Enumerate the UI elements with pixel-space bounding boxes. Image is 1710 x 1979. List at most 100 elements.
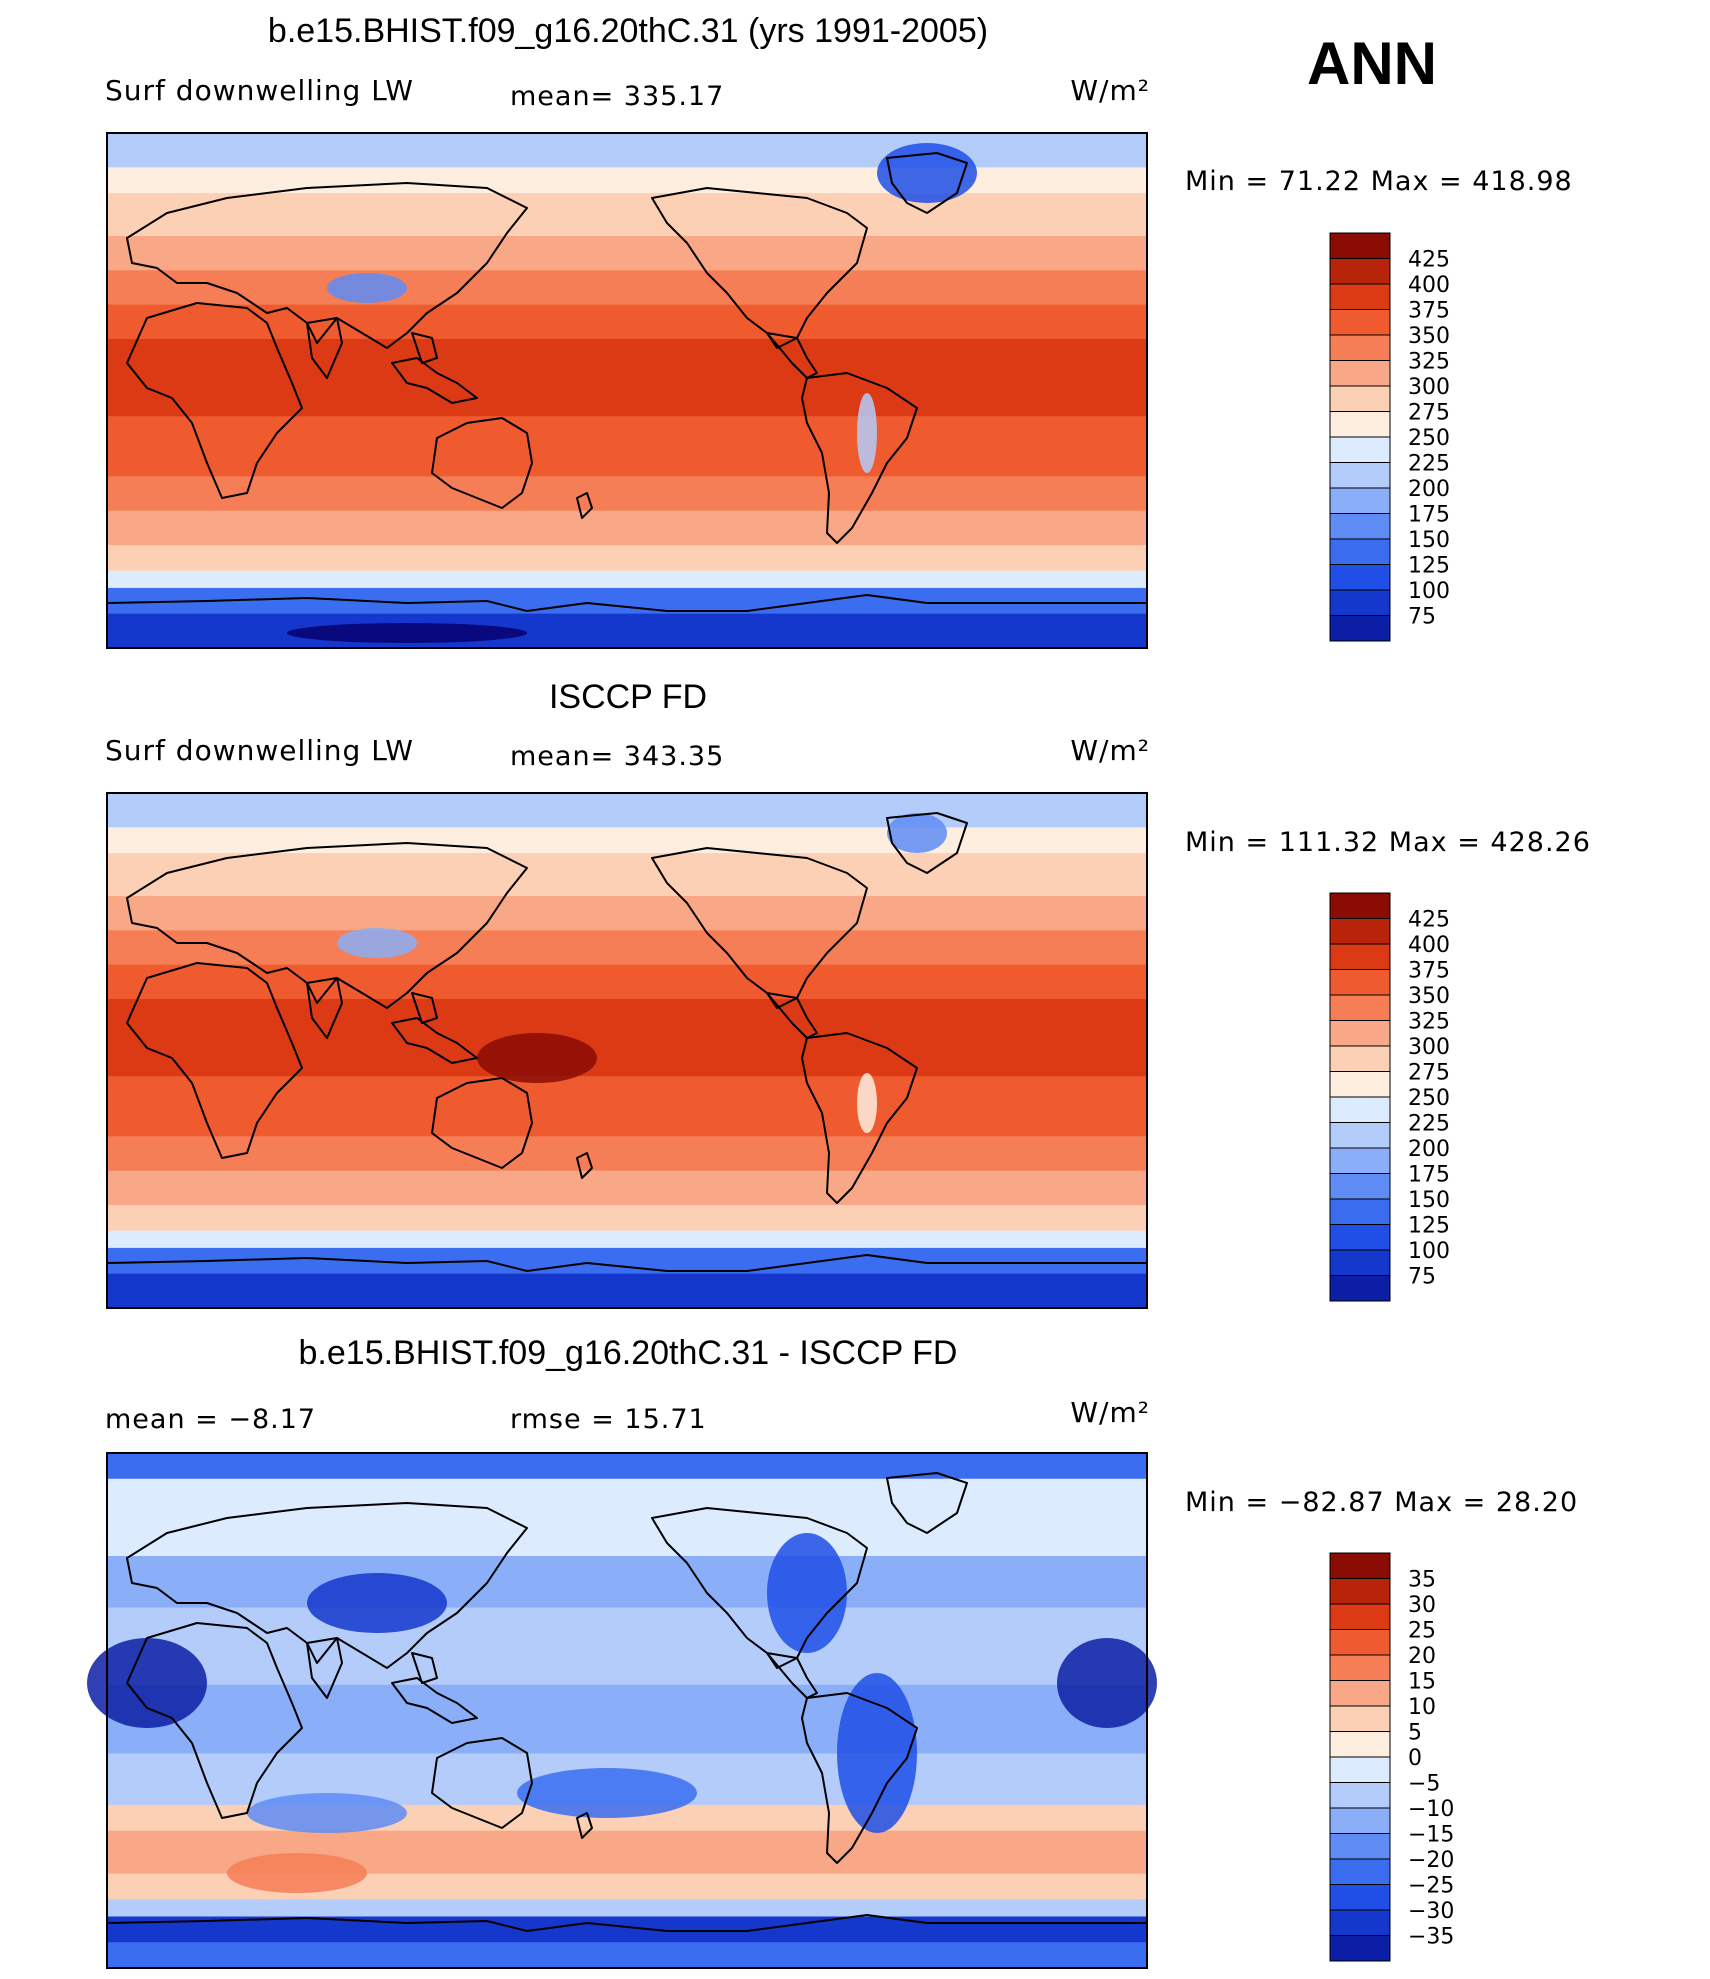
colorbar-swatch xyxy=(1329,232,1391,259)
colorbar-swatch xyxy=(1329,334,1391,361)
colorbar-tick-label: 30 xyxy=(1408,1593,1436,1618)
colorbar-tick-label: 175 xyxy=(1408,503,1450,528)
colorbar-tick-label: 5 xyxy=(1408,1721,1422,1746)
colorbar-obs: 4254003753503253002752502252001751501251… xyxy=(1329,892,1450,1302)
colorbar-swatch xyxy=(1329,1680,1391,1707)
panel-obs: ISCCP FD Surf downwelling LW mean= 343.3… xyxy=(105,678,1591,1309)
colorbar-tick-label: −30 xyxy=(1408,1899,1454,1924)
colorbar-tick-label: 375 xyxy=(1408,299,1450,324)
panel-diff: b.e15.BHIST.f09_g16.20thC.31 - ISCCP FD … xyxy=(87,1334,1578,1969)
panel-model: b.e15.BHIST.f09_g16.20thC.31 (yrs 1991-2… xyxy=(105,12,1573,649)
colorbar-swatch xyxy=(1329,538,1391,565)
colorbar-tick-label: 200 xyxy=(1408,477,1450,502)
colorbar-tick-label: 350 xyxy=(1408,984,1450,1009)
colorbar-swatch xyxy=(1329,283,1391,310)
colorbar-tick-label: 250 xyxy=(1408,1086,1450,1111)
colorbar-tick-label: 100 xyxy=(1408,579,1450,604)
colorbar-tick-label: 350 xyxy=(1408,324,1450,349)
colorbar-tick-label: 20 xyxy=(1408,1644,1436,1669)
colorbar-swatch xyxy=(1329,513,1391,540)
colorbar-tick-label: 150 xyxy=(1408,1188,1450,1213)
colorbar-swatch xyxy=(1329,462,1391,489)
colorbar-swatch xyxy=(1329,1782,1391,1809)
colorbar-tick-label: 25 xyxy=(1408,1619,1436,1644)
colorbar-swatch xyxy=(1329,1071,1391,1098)
variable-label: Surf downwelling LW xyxy=(105,734,414,767)
colorbar-swatch xyxy=(1329,1807,1391,1834)
colorbar-tick-label: 325 xyxy=(1408,350,1450,375)
colorbar-swatch xyxy=(1329,258,1391,285)
colorbar-tick-label: 300 xyxy=(1408,375,1450,400)
colorbar-tick-label: 125 xyxy=(1408,1214,1450,1239)
colorbar-tick-label: 175 xyxy=(1408,1163,1450,1188)
colorbar-swatch xyxy=(1329,892,1391,919)
colorbar-tick-label: 250 xyxy=(1408,426,1450,451)
colorbar-tick-label: 400 xyxy=(1408,273,1450,298)
colorbar-tick-label: 125 xyxy=(1408,554,1450,579)
colorbar-swatch xyxy=(1329,1629,1391,1656)
colorbar-swatch xyxy=(1329,918,1391,945)
colorbar-swatch xyxy=(1329,1578,1391,1605)
mean-label: mean = −8.17 xyxy=(105,1404,316,1435)
colorbar-swatch xyxy=(1329,1249,1391,1276)
colorbar-tick-label: −5 xyxy=(1408,1772,1440,1797)
map-diff xyxy=(87,1452,1157,1969)
units-label: W/m² xyxy=(1070,74,1150,107)
colorbar-swatch xyxy=(1329,1705,1391,1732)
colorbar-swatch xyxy=(1329,360,1391,387)
colorbar-swatch xyxy=(1329,1173,1391,1200)
minmax-label: Min = 71.22 Max = 418.98 xyxy=(1185,166,1573,197)
colorbar-swatch xyxy=(1329,1833,1391,1860)
colorbar-tick-label: 100 xyxy=(1408,1239,1450,1264)
colorbar-tick-label: −35 xyxy=(1408,1925,1454,1950)
minmax-label: Min = 111.32 Max = 428.26 xyxy=(1185,827,1591,858)
colorbar-swatch xyxy=(1329,1198,1391,1225)
colorbar-tick-label: 275 xyxy=(1408,1061,1450,1086)
variable-label: Surf downwelling LW xyxy=(105,74,414,107)
colorbar-tick-label: 425 xyxy=(1408,248,1450,273)
colorbar-tick-label: 225 xyxy=(1408,1112,1450,1137)
colorbar-tick-label: −20 xyxy=(1408,1848,1454,1873)
season-label: ANN xyxy=(1307,30,1437,97)
colorbar-tick-label: 325 xyxy=(1408,1010,1450,1035)
colorbar-tick-label: 225 xyxy=(1408,452,1450,477)
colorbar-swatch xyxy=(1329,1275,1391,1302)
colorbar-swatch xyxy=(1329,1909,1391,1936)
map-obs xyxy=(106,792,1148,1309)
colorbar-tick-label: 425 xyxy=(1408,908,1450,933)
colorbar-tick-label: 375 xyxy=(1408,959,1450,984)
colorbar-swatch xyxy=(1329,385,1391,412)
colorbar-tick-label: 300 xyxy=(1408,1035,1450,1060)
colorbar-swatch xyxy=(1329,1224,1391,1251)
colorbar-tick-label: −10 xyxy=(1408,1797,1454,1822)
colorbar-swatch xyxy=(1329,309,1391,336)
colorbar-swatch xyxy=(1329,1603,1391,1630)
minmax-label: Min = −82.87 Max = 28.20 xyxy=(1185,1487,1578,1518)
colorbar-tick-label: 75 xyxy=(1408,605,1436,630)
colorbar-swatch xyxy=(1329,487,1391,514)
colorbar-swatch xyxy=(1329,1935,1391,1962)
colorbar-swatch xyxy=(1329,615,1391,642)
colorbar-swatch xyxy=(1329,411,1391,438)
mean-label: mean= 335.17 xyxy=(510,81,724,112)
colorbar-swatch xyxy=(1329,1884,1391,1911)
colorbar-tick-label: 400 xyxy=(1408,933,1450,958)
rmse-label: rmse = 15.71 xyxy=(510,1404,707,1435)
units-label: W/m² xyxy=(1070,734,1150,767)
colorbar-swatch xyxy=(1329,1858,1391,1885)
mean-label: mean= 343.35 xyxy=(510,741,724,772)
colorbar-swatch xyxy=(1329,994,1391,1021)
colorbar-tick-label: 275 xyxy=(1408,401,1450,426)
colorbar-tick-label: −15 xyxy=(1408,1823,1454,1848)
colorbar-tick-label: 200 xyxy=(1408,1137,1450,1162)
colorbar-swatch xyxy=(1329,1096,1391,1123)
colorbar-swatch xyxy=(1329,1731,1391,1758)
colorbar-tick-label: 10 xyxy=(1408,1695,1436,1720)
colorbar-swatch xyxy=(1329,1045,1391,1072)
colorbar-swatch xyxy=(1329,1552,1391,1579)
colorbar-tick-label: 15 xyxy=(1408,1670,1436,1695)
colorbar-swatch xyxy=(1329,1020,1391,1047)
map-model xyxy=(106,132,1148,649)
